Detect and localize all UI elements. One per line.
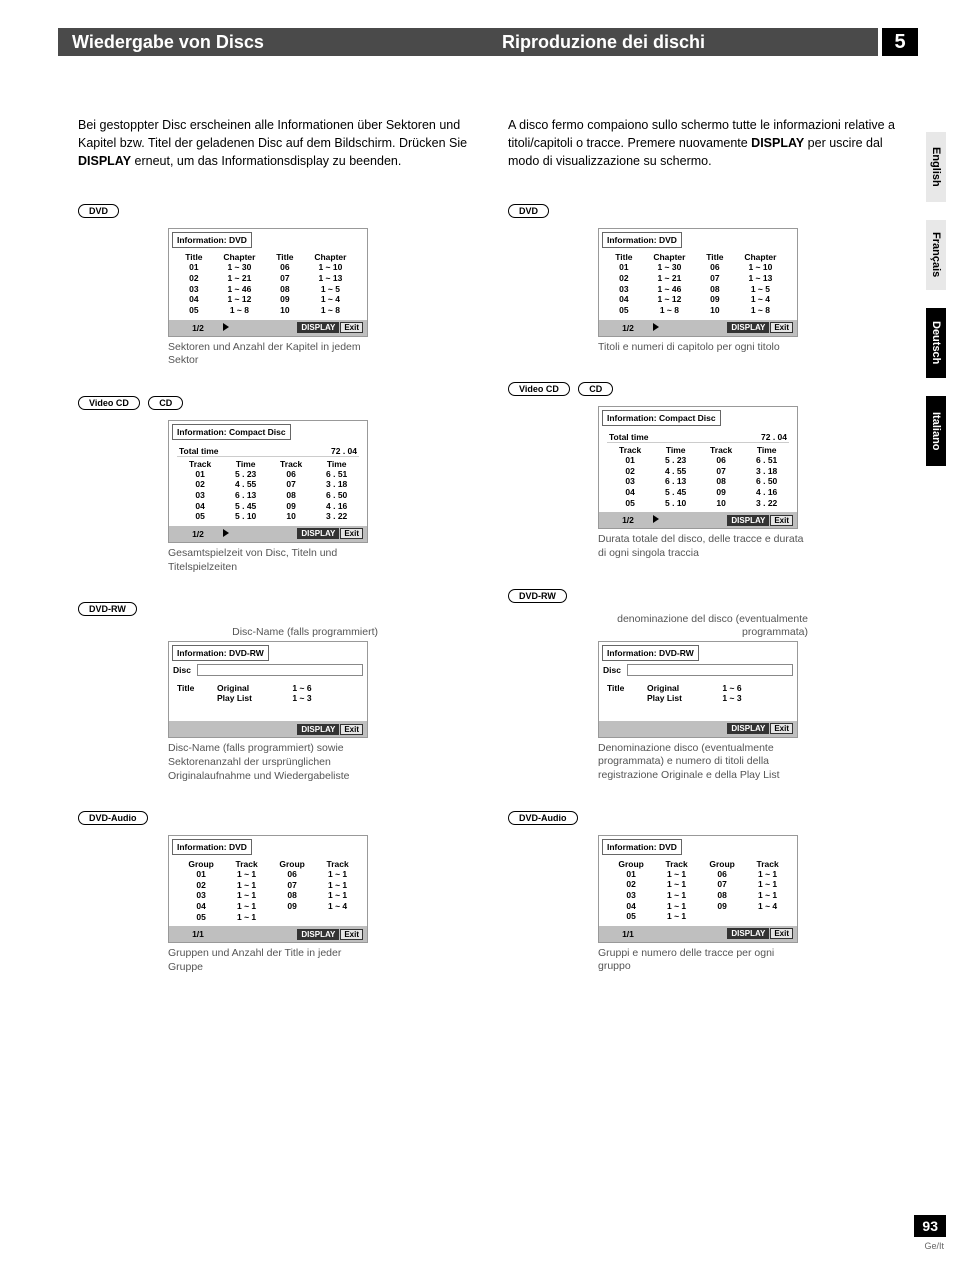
- disc-label-dvdrw: DVD-RW: [508, 589, 567, 603]
- page-indicator: 1/2: [173, 323, 223, 333]
- page-indicator: 1/2: [603, 323, 653, 333]
- display-button[interactable]: DISPLAY: [727, 723, 769, 734]
- dvd-info-panel-de: Information: DVD TitleChapter 011 ~ 30 0…: [168, 228, 368, 336]
- caption-above: denominazione del disco (eventualmente p…: [598, 613, 808, 639]
- caption-above: Disc-Name (falls programmiert): [168, 626, 378, 639]
- panel-title: Information: DVD: [172, 232, 252, 248]
- disc-name-field: [197, 664, 363, 676]
- column-italian: A disco fermo compaiono sullo schermo tu…: [508, 116, 908, 999]
- page-indicator: 1/1: [603, 929, 653, 939]
- caption: Gruppi e numero delle tracce per ogni gr…: [598, 947, 808, 974]
- lang-tab-deutsch[interactable]: Deutsch: [926, 308, 946, 378]
- audio-info-panel-de: Information: DVD GroupTrack 011 ~ 1 021 …: [168, 835, 368, 943]
- display-button[interactable]: DISPLAY: [727, 515, 769, 526]
- dvd-table-left: TitleChapter 011 ~ 30 021 ~ 21 031 ~ 46 …: [177, 252, 268, 315]
- header-right-title: Riproduzione dei dischi: [488, 28, 878, 56]
- panel-title: Information: Compact Disc: [602, 410, 721, 426]
- caption: Durata totale del disco, delle tracce e …: [598, 533, 808, 560]
- header-left-title: Wiedergabe von Discs: [58, 28, 488, 56]
- disc-label-videocd: Video CD: [78, 396, 140, 410]
- panel-title: Information: DVD-RW: [602, 645, 699, 661]
- chapter-number: 5: [882, 28, 918, 56]
- exit-button[interactable]: Exit: [340, 322, 363, 333]
- lang-tab-english[interactable]: English: [926, 132, 946, 202]
- panel-title: Information: DVD: [602, 839, 682, 855]
- audio-info-panel-it: Information: DVD GroupTrack 011 ~ 1 021 …: [598, 835, 798, 943]
- exit-button[interactable]: Exit: [340, 929, 363, 940]
- display-button[interactable]: DISPLAY: [727, 928, 769, 939]
- panel-title: Information: Compact Disc: [172, 424, 291, 440]
- section-audio-de: DVD-Audio Information: DVD GroupTrack 01…: [78, 807, 478, 974]
- display-button[interactable]: DISPLAY: [727, 322, 769, 333]
- section-rw-de: DVD-RW Disc-Name (falls programmiert) In…: [78, 598, 478, 783]
- exit-button[interactable]: Exit: [770, 322, 793, 333]
- lang-tab-italiano[interactable]: Italiano: [926, 396, 946, 466]
- disc-label-dvdrw: DVD-RW: [78, 602, 137, 616]
- page-indicator: 1/1: [173, 929, 223, 939]
- page-indicator: 1/2: [603, 515, 653, 525]
- exit-button[interactable]: Exit: [770, 723, 793, 734]
- caption: Gesamtspielzeit von Disc, Titeln und Tit…: [168, 547, 378, 574]
- display-button[interactable]: DISPLAY: [297, 724, 339, 735]
- disc-label-cd: CD: [578, 382, 613, 396]
- disc-name-field: [627, 664, 793, 676]
- section-audio-it: DVD-Audio Information: DVD GroupTrack 01…: [508, 807, 908, 974]
- dvd-table-right: TitleChapter 061 ~ 10 071 ~ 13 081 ~ 5 0…: [268, 252, 359, 315]
- section-cd-it: Video CD CD Information: Compact Disc To…: [508, 378, 908, 560]
- caption: Disc-Name (falls programmiert) sowie Sek…: [168, 742, 378, 783]
- caption: Denominazione disco (eventualmente progr…: [598, 742, 808, 783]
- disc-label-dvdaudio: DVD-Audio: [78, 811, 148, 825]
- header: Wiedergabe von Discs Riproduzione dei di…: [0, 28, 954, 56]
- caption: Sektoren und Anzahl der Kapitel in jedem…: [168, 341, 378, 368]
- section-rw-it: DVD-RW denominazione del disco (eventual…: [508, 585, 908, 783]
- panel-title: Information: DVD: [602, 232, 682, 248]
- page-indicator: 1/2: [173, 529, 223, 539]
- cd-table-left: TrackTime 015 . 23 024 . 55 036 . 13 045…: [177, 459, 268, 522]
- disc-label-videocd: Video CD: [508, 382, 570, 396]
- play-icon: [223, 323, 237, 333]
- section-cd-de: Video CD CD Information: Compact Disc To…: [78, 392, 478, 574]
- disc-label-cd: CD: [148, 396, 183, 410]
- column-german: Bei gestoppter Disc erscheinen alle Info…: [78, 116, 478, 999]
- exit-button[interactable]: Exit: [340, 724, 363, 735]
- disc-label-dvdaudio: DVD-Audio: [508, 811, 578, 825]
- panel-title: Information: DVD-RW: [172, 645, 269, 661]
- intro-text-de: Bei gestoppter Disc erscheinen alle Info…: [78, 116, 478, 170]
- language-tabs: English Français Deutsch Italiano: [926, 132, 946, 466]
- page-language-code: Ge/It: [924, 1241, 944, 1251]
- caption: Gruppen und Anzahl der Title in jeder Gr…: [168, 947, 378, 974]
- cd-info-panel-it: Information: Compact Disc Total time72 .…: [598, 406, 798, 529]
- rw-info-panel-de: Information: DVD-RW Disc TitleOriginal1 …: [168, 641, 368, 738]
- cd-info-panel-de: Information: Compact Disc Total time72 .…: [168, 420, 368, 543]
- audio-table-right: GroupTrack 061 ~ 1 071 ~ 1 081 ~ 1 091 ~…: [268, 859, 359, 912]
- display-button[interactable]: DISPLAY: [297, 322, 339, 333]
- disc-label-dvd: DVD: [508, 204, 549, 218]
- play-icon: [653, 323, 667, 333]
- exit-button[interactable]: Exit: [340, 528, 363, 539]
- caption: Titoli e numeri di capitolo per ogni tit…: [598, 341, 808, 355]
- section-dvd-it: DVD Information: DVD TitleChapter 011 ~ …: [508, 200, 908, 354]
- display-button[interactable]: DISPLAY: [297, 929, 339, 940]
- lang-tab-francais[interactable]: Français: [926, 220, 946, 290]
- disc-label-dvd: DVD: [78, 204, 119, 218]
- play-icon: [223, 529, 237, 539]
- exit-button[interactable]: Exit: [770, 515, 793, 526]
- play-icon: [653, 515, 667, 525]
- cd-table-right: TrackTime 066 . 51 073 . 18 086 . 50 094…: [268, 459, 359, 522]
- audio-table-left: GroupTrack 011 ~ 1 021 ~ 1 031 ~ 1 041 ~…: [177, 859, 268, 922]
- exit-button[interactable]: Exit: [770, 928, 793, 939]
- display-button[interactable]: DISPLAY: [297, 528, 339, 539]
- dvd-info-panel-it: Information: DVD TitleChapter 011 ~ 30 0…: [598, 228, 798, 336]
- panel-title: Information: DVD: [172, 839, 252, 855]
- intro-text-it: A disco fermo compaiono sullo schermo tu…: [508, 116, 908, 170]
- section-dvd-de: DVD Information: DVD TitleChapter 011 ~ …: [78, 200, 478, 367]
- page-number: 93: [914, 1215, 946, 1237]
- rw-info-panel-it: Information: DVD-RW Disc TitleOriginal1 …: [598, 641, 798, 738]
